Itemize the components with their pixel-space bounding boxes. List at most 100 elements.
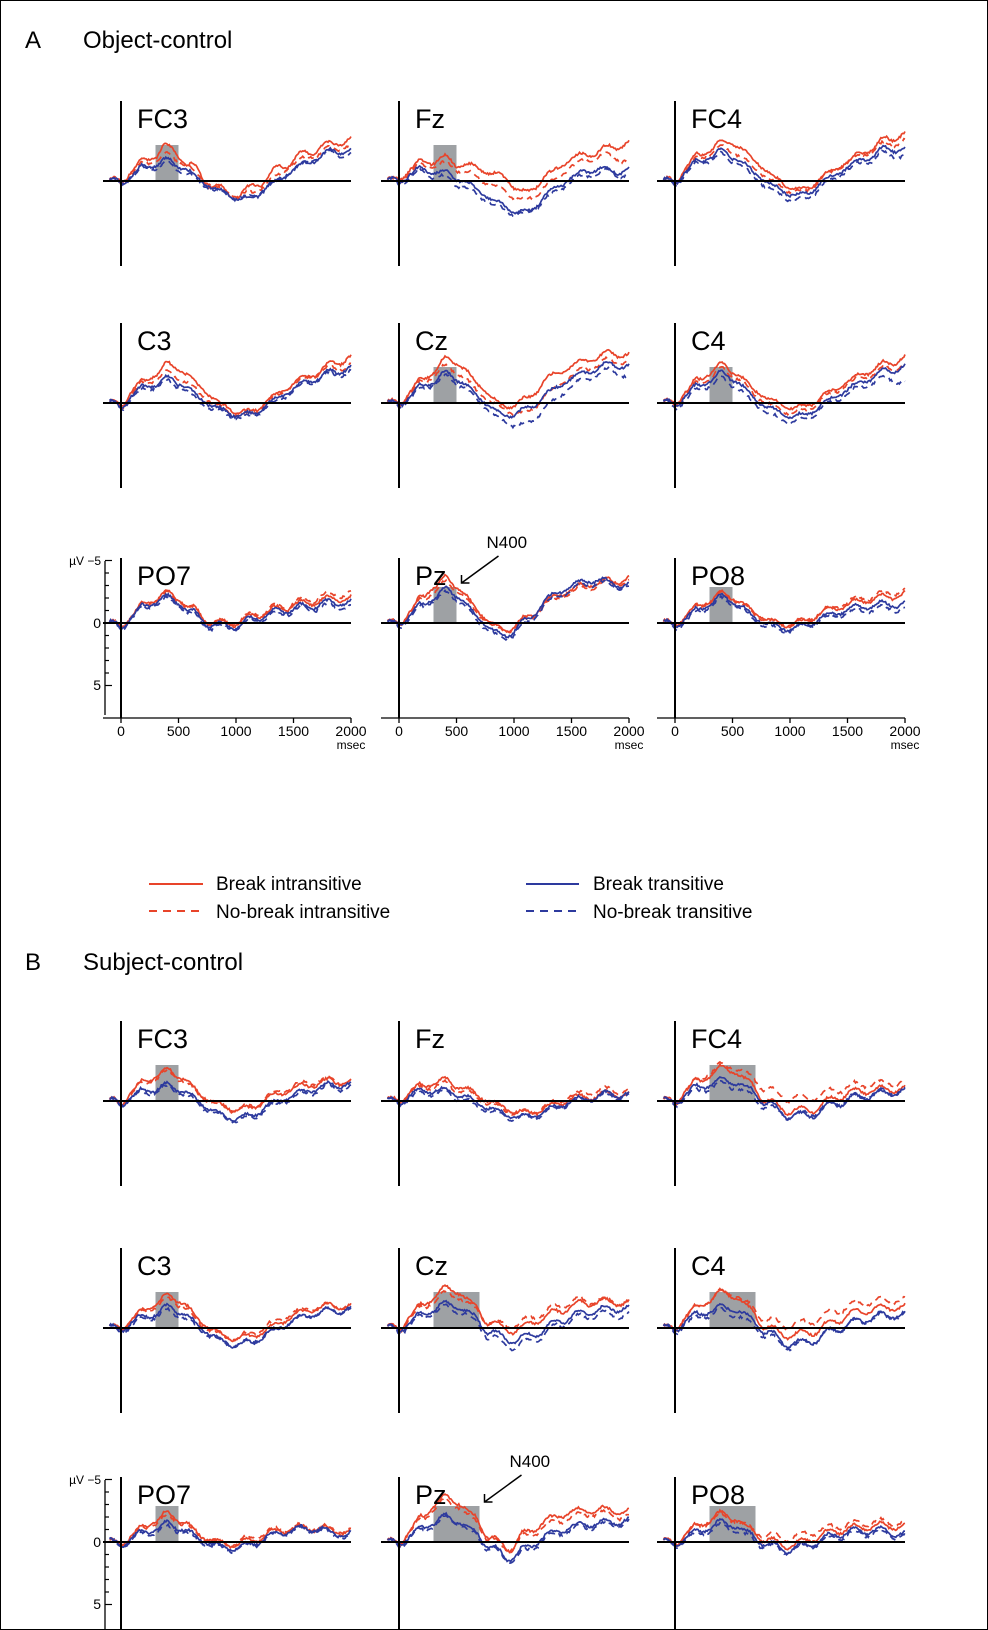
series-break-intransitive-c3 <box>109 354 352 415</box>
series-no-break-intransitive-fc3 <box>108 142 352 199</box>
channel-label-fz: Fz <box>415 1024 445 1054</box>
series-no-break-transitive-fc4 <box>663 1079 906 1121</box>
channel-label-c4: C4 <box>691 1251 726 1281</box>
x-tick-label-0: 0 <box>395 723 403 739</box>
channel-label-po8: PO8 <box>691 1480 745 1510</box>
series-break-intransitive-fz <box>387 1075 630 1117</box>
n400-window-po8 <box>709 1506 756 1542</box>
x-tick-label-500: 500 <box>721 723 745 739</box>
channel-cz: Cz <box>381 1248 630 1413</box>
n400-arrowhead <box>483 1494 493 1503</box>
channel-label-pz: Pz <box>415 1480 447 1510</box>
series-no-break-transitive-fc3 <box>109 148 352 201</box>
series-no-break-intransitive-fc4 <box>662 1060 906 1106</box>
series-no-break-intransitive-fc4 <box>663 137 906 195</box>
channel-label-c3: C3 <box>137 1251 172 1281</box>
channel-fc4: FC4 <box>657 1021 906 1186</box>
channel-c3: C3 <box>103 323 352 488</box>
n400-arrow <box>484 1474 522 1503</box>
series-break-transitive-fz <box>387 164 630 215</box>
channel-c4: C4 <box>657 1248 906 1413</box>
series-no-break-transitive-c4 <box>662 374 906 426</box>
x-tick-label-1000: 1000 <box>774 723 805 739</box>
channel-fz: Fz <box>381 1021 630 1186</box>
channel-label-po7: PO7 <box>137 1480 191 1510</box>
x-tick-label-0: 0 <box>117 723 125 739</box>
panel-title-subject-control: Subject-control <box>83 949 243 976</box>
x-tick-label-500: 500 <box>445 723 469 739</box>
channel-grid-b: FC3FzFC4C3CzC4PO70500100015002000msecµV … <box>69 1021 906 1629</box>
series-break-transitive-fc4 <box>662 144 906 199</box>
channel-label-cz: Cz <box>415 1251 448 1281</box>
x-tick-label-2000: 2000 <box>335 723 366 739</box>
series-break-intransitive-po8 <box>662 1508 906 1551</box>
series-break-transitive-cz <box>387 360 630 420</box>
series-no-break-transitive-po7 <box>108 594 352 633</box>
channel-label-c4: C4 <box>691 326 726 356</box>
x-tick-label-1500: 1500 <box>832 723 863 739</box>
series-break-transitive-c4 <box>662 363 906 420</box>
series-no-break-transitive-po8 <box>663 594 906 635</box>
channel-fc4: FC4 <box>657 101 906 266</box>
y-unit-label: µV −5 <box>69 1473 101 1487</box>
series-break-transitive-pz <box>387 1511 630 1563</box>
series-break-intransitive-fz <box>386 139 630 193</box>
x-tick-label-1000: 1000 <box>220 723 251 739</box>
legend: Break intransitive No-break intransitive… <box>149 874 752 923</box>
series-no-break-transitive-c3 <box>108 368 352 421</box>
legend-label-no-break-transitive: No-break transitive <box>593 902 752 923</box>
series-no-break-intransitive-cz <box>387 1289 630 1333</box>
series-no-break-transitive-fc4 <box>662 149 906 203</box>
series-no-break-intransitive-cz <box>386 355 630 417</box>
series-no-break-transitive-fz <box>387 1088 630 1123</box>
series-no-break-transitive-fc3 <box>109 1083 352 1124</box>
n400-annotation-label: N400 <box>510 1452 551 1471</box>
series-break-intransitive-cz <box>386 348 630 410</box>
x-tick-label-1500: 1500 <box>556 723 587 739</box>
series-no-break-transitive-pz <box>387 1514 630 1564</box>
panel-subject-control: B Subject-control FC3FzFC4C3CzC4PO705001… <box>25 949 906 1629</box>
channel-label-fc3: FC3 <box>137 1024 188 1054</box>
y-unit-label: µV −5 <box>69 554 101 568</box>
series-break-intransitive-pz <box>386 1493 630 1554</box>
x-tick-label-500: 500 <box>167 723 191 739</box>
n400-window-fc3 <box>155 145 179 181</box>
series-no-break-intransitive-c4 <box>662 1287 906 1333</box>
channel-c3: C3 <box>103 1248 352 1413</box>
panel-letter-b: B <box>25 949 41 976</box>
series-no-break-intransitive-c3 <box>109 362 352 418</box>
x-unit-msec: msec <box>615 738 644 752</box>
series-break-transitive-cz <box>387 1299 630 1345</box>
y-zero-label: 0 <box>93 1534 101 1550</box>
x-unit-msec: msec <box>337 738 366 752</box>
series-break-transitive-pz <box>386 576 630 639</box>
series-no-break-transitive-po7 <box>109 1522 352 1555</box>
channel-label-fc3: FC3 <box>137 104 188 134</box>
series-break-intransitive-c4 <box>663 354 906 411</box>
y-five-label: 5 <box>93 677 101 693</box>
channel-label-fc4: FC4 <box>691 104 742 134</box>
channel-fc3: FC3 <box>103 101 352 266</box>
y-zero-label: 0 <box>93 615 101 631</box>
series-break-intransitive-c3 <box>108 1292 352 1343</box>
x-tick-label-2000: 2000 <box>889 723 920 739</box>
series-no-break-intransitive-pz <box>387 578 630 634</box>
channel-label-fc4: FC4 <box>691 1024 742 1054</box>
panel-title-object-control: Object-control <box>83 27 232 54</box>
panel-letter-a: A <box>25 27 41 54</box>
x-unit-msec: msec <box>891 738 920 752</box>
series-no-break-transitive-c3 <box>108 1306 352 1349</box>
series-no-break-transitive-po8 <box>663 1521 906 1557</box>
series-no-break-intransitive-fz <box>387 151 630 203</box>
series-break-intransitive-fc4 <box>663 1062 906 1117</box>
legend-label-no-break-intransitive: No-break intransitive <box>216 902 390 923</box>
n400-window-cz <box>433 1292 480 1328</box>
channel-cz: Cz <box>381 323 630 488</box>
